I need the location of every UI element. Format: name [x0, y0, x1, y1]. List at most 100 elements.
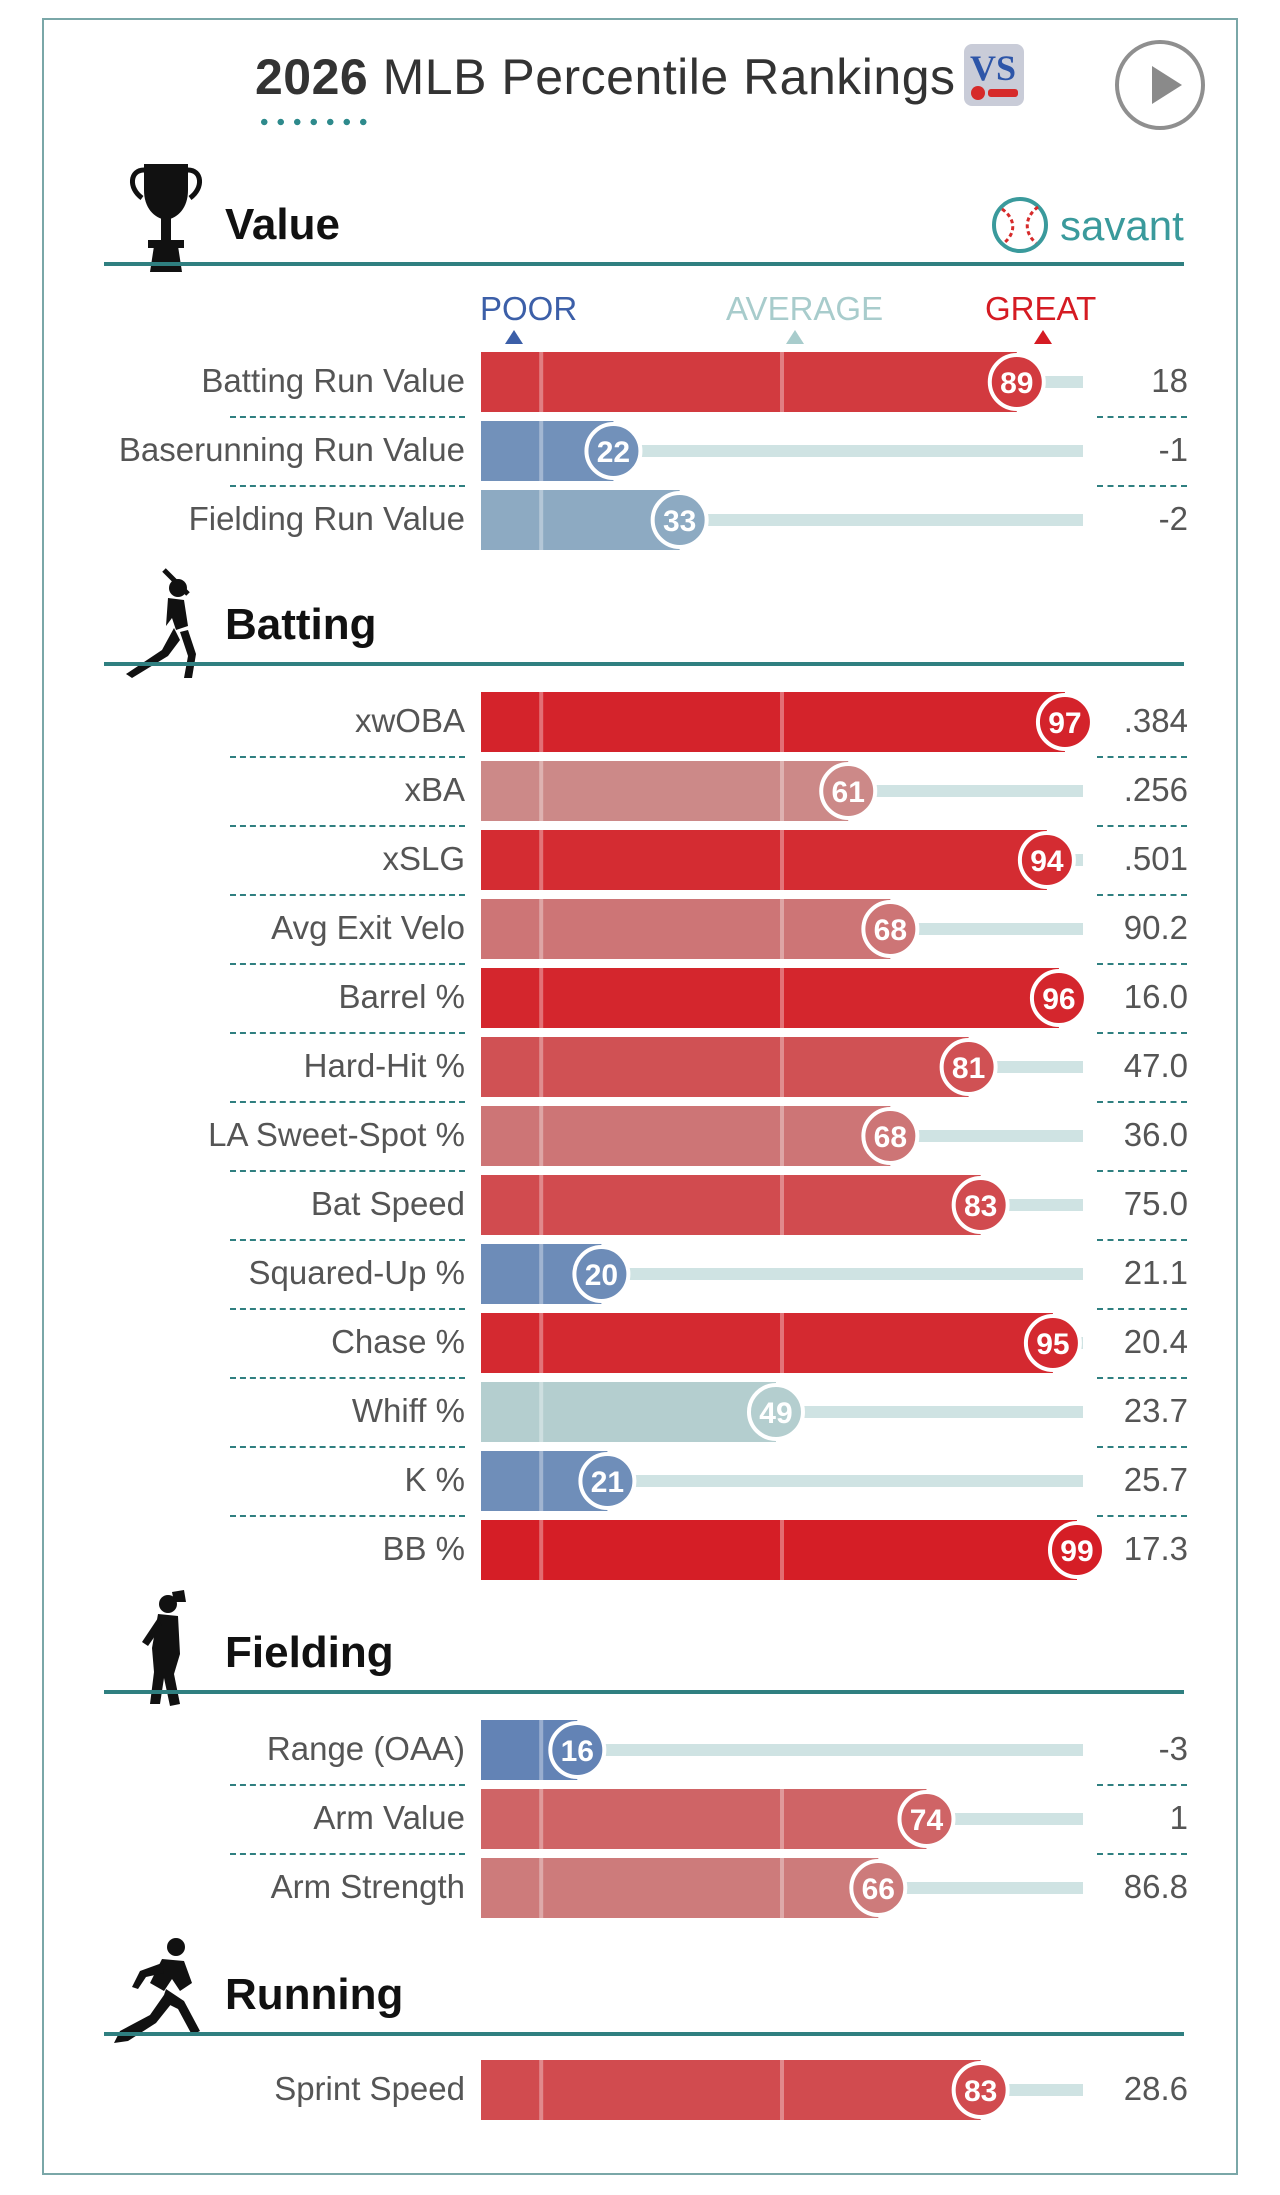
row-divider-right: [1097, 963, 1187, 965]
percentile-marker: [819, 762, 878, 820]
percentile-label: 49: [759, 1397, 792, 1430]
metric-value: 20.4: [1123, 1323, 1188, 1360]
scale-label-average: AVERAGE: [726, 290, 884, 327]
percentile-label: 21: [591, 1466, 624, 1499]
percentile-bar: [481, 1789, 927, 1849]
percentile-marker: [1017, 831, 1076, 889]
metric-value: 21.1: [1123, 1254, 1188, 1291]
row-divider-left: [230, 1239, 465, 1241]
metric-value: 18: [1151, 362, 1188, 399]
fielder-icon: [142, 1590, 186, 1706]
metric-value: 47.0: [1123, 1047, 1188, 1084]
percentile-bar: [481, 1858, 879, 1918]
percentile-marker: [572, 1245, 631, 1303]
metric-value: -1: [1158, 431, 1188, 468]
percentile-marker: [1029, 969, 1088, 1027]
bar-track: [679, 514, 1083, 526]
bar-guide-line: [780, 1789, 784, 1849]
savant-brand-label: savant: [1060, 202, 1184, 249]
bar-track: [601, 1268, 1083, 1280]
percentile-bar: [481, 692, 1065, 752]
metric-label: xwOBA: [354, 702, 465, 739]
percentile-marker: [584, 422, 643, 480]
bar-track: [926, 1813, 1083, 1825]
percentile-label: 22: [597, 436, 630, 469]
row-divider-right: [1097, 894, 1187, 896]
row-divider-right: [1097, 1515, 1187, 1517]
vs-logo-text: VS: [970, 48, 1016, 88]
row-divider-right: [1097, 1032, 1187, 1034]
bar-track: [775, 1406, 1083, 1418]
metric-value: .501: [1123, 840, 1188, 877]
bar-guide-line: [780, 830, 784, 890]
scale-label-poor: POOR: [480, 290, 578, 327]
metric-label: xBA: [404, 771, 465, 808]
row-divider-left: [230, 1853, 465, 1855]
bar-guide-line: [780, 692, 784, 752]
row-divider-left: [230, 1170, 465, 1172]
percentile-bar: [481, 490, 680, 550]
bar-track: [878, 1882, 1083, 1894]
percentile-label: 66: [862, 1873, 895, 1906]
row-divider-left: [230, 1377, 465, 1379]
bar-guide-line: [539, 1244, 544, 1304]
metric-value: 75.0: [1123, 1185, 1188, 1222]
metric-label: Hard-Hit %: [303, 1047, 465, 1084]
row-divider-left: [230, 1308, 465, 1310]
metric-value: 90.2: [1123, 909, 1188, 946]
percentile-marker: [650, 491, 709, 549]
percentile-label: 96: [1042, 983, 1075, 1016]
percentile-marker: [1047, 1521, 1106, 1579]
title-underline-dots: [256, 118, 371, 126]
percentile-marker: [861, 900, 920, 958]
bar-track: [848, 785, 1083, 797]
trophy-icon: [130, 164, 202, 272]
metric-value: .256: [1123, 771, 1188, 808]
percentile-bar: [481, 1106, 891, 1166]
row-divider-left: [230, 1446, 465, 1448]
percentile-bar: [481, 352, 1017, 412]
bar-guide-line: [539, 421, 544, 481]
bar-guide-line: [539, 1037, 544, 1097]
row-divider-left: [230, 485, 465, 487]
row-divider-right: [1097, 485, 1187, 487]
row-divider-left: [230, 1784, 465, 1786]
percentile-label: 97: [1048, 707, 1081, 740]
percentile-label: 83: [964, 1190, 997, 1223]
percentile-label: 89: [1000, 367, 1033, 400]
title-text: MLB Percentile Rankings: [382, 49, 956, 105]
percentile-bar: [481, 899, 891, 959]
percentile-label: 33: [663, 505, 696, 538]
bar-guide-line: [539, 1313, 544, 1373]
row-divider-left: [230, 1032, 465, 1034]
bar-guide-line: [780, 761, 784, 821]
percentile-marker: [951, 2061, 1010, 2119]
metric-label: BB %: [382, 1530, 465, 1567]
row-divider-right: [1097, 1853, 1187, 1855]
percentile-bar: [481, 830, 1047, 890]
metric-label: Bat Speed: [310, 1185, 465, 1222]
percentile-marker: [861, 1107, 920, 1165]
great-marker-icon: [1034, 330, 1052, 344]
row-divider-right: [1097, 1170, 1187, 1172]
percentile-bar: [481, 2060, 981, 2120]
bar-guide-line: [539, 1451, 544, 1511]
metric-label: Avg Exit Velo: [271, 909, 465, 946]
metric-label: Batting Run Value: [201, 362, 465, 399]
bar-guide-line: [539, 352, 544, 412]
percentile-bar: [481, 1037, 969, 1097]
percentile-bar: [481, 1520, 1077, 1580]
section-title-fielding: Fielding: [225, 1628, 394, 1677]
metric-label: Barrel %: [338, 978, 465, 1015]
percentile-label: 81: [952, 1052, 985, 1085]
bar-guide-line: [539, 490, 544, 550]
bar-guide-line: [539, 899, 544, 959]
bar-guide-line: [780, 1175, 784, 1235]
bar-guide-line: [780, 1037, 784, 1097]
row-divider-left: [230, 416, 465, 418]
play-button[interactable]: [1115, 40, 1205, 130]
bar-guide-line: [539, 1106, 544, 1166]
bar-guide-line: [780, 968, 784, 1028]
metric-value: 17.3: [1123, 1530, 1188, 1567]
metric-label: Arm Strength: [270, 1868, 465, 1905]
